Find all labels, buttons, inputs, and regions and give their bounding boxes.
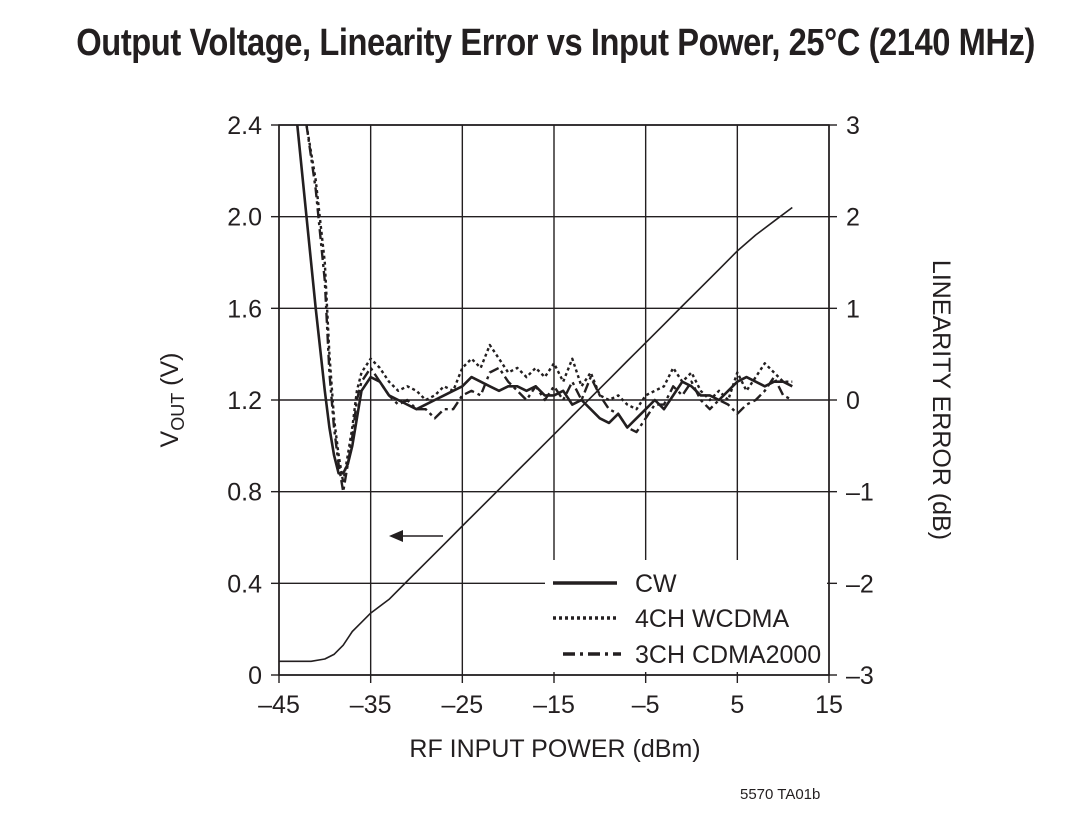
legend-label-wcdma: 4CH WCDMA (635, 605, 789, 633)
legend-label-cw: CW (635, 570, 677, 598)
y-right-tick-labels: –3 –2 –1 0 1 2 3 (846, 112, 874, 690)
figure-id: 5570 TA01b (740, 786, 821, 803)
x-tick-label: –25 (441, 691, 483, 719)
y-left-tick-labels: 0 0.4 0.8 1.2 1.6 2.0 2.4 (227, 112, 262, 690)
plot-frame (278, 124, 830, 676)
series-4ch-wcdma (305, 125, 793, 484)
y-left-tick-label: 2.0 (227, 204, 262, 232)
y-right-tick-label: 0 (846, 387, 860, 415)
y-right-tick-label: 3 (846, 112, 860, 140)
y-left-tick-label: 0.8 (227, 479, 262, 507)
y-right-tick-label: 2 (846, 204, 860, 232)
y-left-label-main: V (156, 430, 184, 447)
legend-label-cdma2000: 3CH CDMA2000 (635, 641, 821, 669)
series-3ch-cdma2000 (305, 125, 793, 493)
x-tick-label: 15 (815, 691, 843, 719)
x-tick-label: 5 (730, 691, 744, 719)
series-layer (279, 125, 793, 663)
x-tick-label: –5 (632, 691, 660, 719)
y-right-tick-label: 1 (846, 295, 860, 323)
y-right-tick-label: –2 (846, 570, 874, 598)
chart-title: Output Voltage, Linearity Error vs Input… (76, 22, 1036, 64)
y-left-label-unit: (V) (156, 353, 184, 393)
x-axis-label: RF INPUT POWER (dBm) (409, 735, 700, 763)
series-cw (296, 125, 793, 475)
series-vout (279, 206, 793, 663)
y-left-tick-label: 1.6 (227, 295, 262, 323)
x-tick-labels: –45 –35 –25 –15 –5 5 15 (258, 691, 843, 719)
y-left-tick-label: 0 (248, 662, 262, 690)
y-left-tick-label: 0.4 (227, 570, 262, 598)
legend: CW 4CH WCDMA 3CH CDMA2000 (545, 560, 827, 672)
left-axis-arrow-annotation (389, 530, 443, 542)
y-left-axis-label: VOUT (V) (156, 353, 188, 448)
y-right-tick-label: –3 (846, 662, 874, 690)
y-left-tick-label: 2.4 (227, 112, 262, 140)
y-right-tick-label: –1 (846, 479, 874, 507)
x-tick-label: –15 (533, 691, 575, 719)
x-tick-label: –45 (258, 691, 300, 719)
x-tick-label: –35 (350, 691, 392, 719)
y-left-label-sub: OUT (168, 393, 188, 431)
arrow-head (389, 530, 403, 542)
y-left-tick-label: 1.2 (227, 387, 262, 415)
y-right-axis-label: LINEARITY ERROR (dB) (927, 260, 955, 540)
